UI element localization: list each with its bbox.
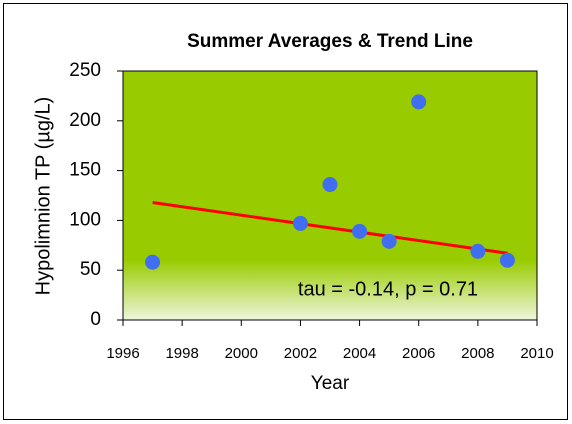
y-axis-label: Hypolimnion TP (µg/L) [32, 97, 54, 296]
point [470, 243, 486, 259]
x-tick-label: 2002 [284, 345, 317, 362]
x-tick-label: 2010 [520, 345, 553, 362]
x-tick-label: 2008 [461, 345, 494, 362]
point [411, 94, 427, 110]
x-axis-label: Year [311, 373, 350, 394]
point [499, 252, 515, 268]
y-tick-label: 200 [69, 110, 101, 131]
annotation: tau = -0.14, p = 0.71 [298, 278, 478, 300]
y-tick-label: 250 [69, 60, 101, 81]
x-tick-label: 2004 [343, 345, 376, 362]
y-tick-label: 100 [69, 209, 101, 230]
chart-title: Summer Averages & Trend Line [187, 31, 473, 52]
point [381, 233, 397, 249]
x-tick-label: 2000 [225, 345, 258, 362]
point [352, 223, 368, 239]
x-tick-label: 1998 [165, 345, 198, 362]
plot-area [122, 70, 538, 321]
trend-line [152, 200, 508, 255]
point [322, 177, 338, 193]
x-tick-label: 1996 [106, 345, 139, 362]
point [145, 254, 161, 270]
y-tick-label: 0 [90, 309, 101, 330]
y-tick-label: 150 [69, 160, 101, 181]
y-tick-label: 50 [80, 259, 101, 280]
point [292, 215, 308, 231]
x-tick-label: 2006 [402, 345, 435, 362]
